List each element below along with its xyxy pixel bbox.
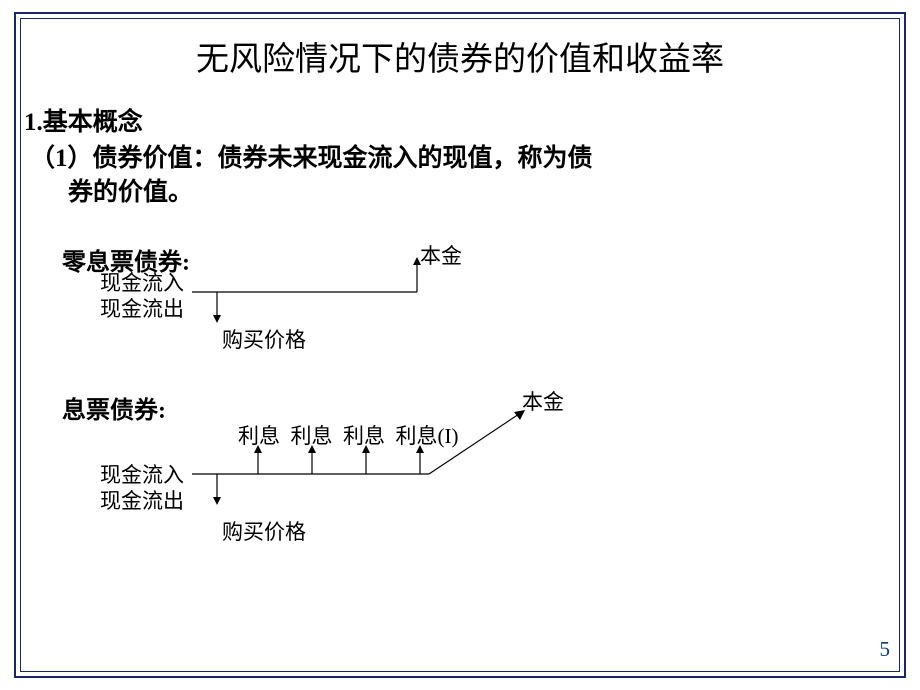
zero-principal-label: 本金 bbox=[420, 240, 462, 270]
section-number: 1.基本概念 bbox=[24, 102, 898, 138]
coupon-flow-out: 现金流出 bbox=[100, 488, 184, 514]
interest-suffix: (I) bbox=[438, 424, 459, 448]
zero-flow-in: 现金流入 bbox=[100, 270, 184, 296]
coupon-block: 息票债券: 本金 利息 利息 利息 利息(I) 现金流入 现金流出 购买价格 bbox=[22, 390, 898, 550]
interest-3: 利息 bbox=[343, 424, 385, 448]
coupon-principal-label: 本金 bbox=[522, 386, 564, 416]
slide-content: 无风险情况下的债券的价值和收益率 1.基本概念 （1）债券价值：债券未来现金流入… bbox=[22, 22, 898, 668]
coupon-purchase-label: 购买价格 bbox=[222, 516, 306, 546]
slide-title: 无风险情况下的债券的价值和收益率 bbox=[22, 32, 898, 80]
coupon-label: 息票债券: bbox=[62, 390, 166, 425]
definition-text: （1）债券价值：债券未来现金流入的现值，称为债 券的价值。 bbox=[30, 142, 878, 210]
zero-coupon-block: 零息票债券: 本金 现金流入 现金流出 购买价格 bbox=[22, 242, 898, 362]
interest-2: 利息 bbox=[291, 424, 333, 448]
definition-line-1: （1）债券价值：债券未来现金流入的现值，称为债 bbox=[30, 145, 593, 172]
page-number: 5 bbox=[880, 637, 891, 662]
zero-purchase-label: 购买价格 bbox=[222, 324, 306, 354]
zero-flow-out: 现金流出 bbox=[100, 296, 184, 322]
definition-line-2: 券的价值。 bbox=[68, 179, 193, 206]
interest-labels: 利息 利息 利息 利息(I) bbox=[238, 420, 458, 450]
interest-4: 利息 bbox=[396, 424, 438, 448]
coupon-flow-in: 现金流入 bbox=[100, 462, 184, 488]
interest-1: 利息 bbox=[238, 424, 280, 448]
